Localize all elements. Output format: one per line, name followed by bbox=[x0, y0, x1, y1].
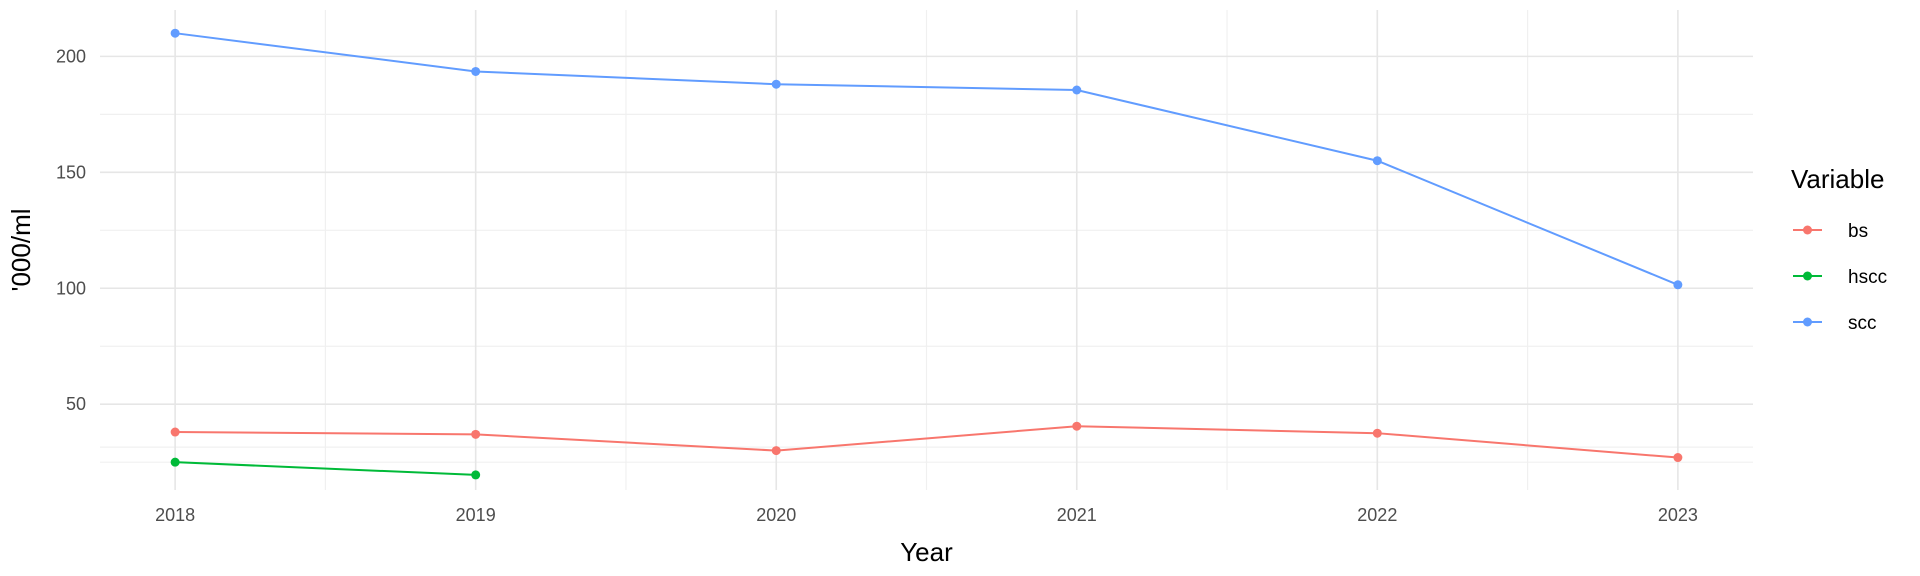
series-hscc bbox=[170, 457, 481, 480]
y-tick-label: 150 bbox=[56, 162, 86, 182]
data-point-hscc bbox=[471, 470, 481, 480]
data-point-bs bbox=[1372, 428, 1382, 438]
major-gridlines bbox=[100, 10, 1753, 490]
data-point-scc bbox=[1072, 85, 1082, 95]
legend-title: Variable bbox=[1791, 164, 1884, 194]
y-axis-title: '000/ml bbox=[6, 208, 36, 291]
y-tick-label: 100 bbox=[56, 278, 86, 298]
series-scc bbox=[170, 28, 1683, 290]
data-point-bs bbox=[170, 427, 180, 437]
data-point-bs bbox=[1072, 421, 1082, 431]
data-point-scc bbox=[471, 66, 481, 76]
data-point-bs bbox=[471, 429, 481, 439]
legend: Variable bs hscc scc bbox=[1791, 164, 1887, 334]
x-axis-title: Year bbox=[900, 537, 953, 567]
legend-label-scc: scc bbox=[1848, 313, 1877, 334]
series-line-bs bbox=[175, 425, 1678, 459]
x-tick-label: 2022 bbox=[1357, 505, 1397, 525]
data-point-scc bbox=[1673, 280, 1683, 290]
data-point-hscc bbox=[170, 457, 180, 467]
x-tick-label: 2019 bbox=[456, 505, 496, 525]
x-tick-label: 2018 bbox=[155, 505, 195, 525]
series-bs bbox=[170, 421, 1683, 463]
x-axis-ticks: 2018 2019 2020 2021 2022 2023 bbox=[155, 505, 1698, 525]
data-point-bs bbox=[1673, 453, 1683, 463]
legend-key-scc bbox=[1793, 317, 1822, 327]
legend-label-hscc: hscc bbox=[1848, 267, 1887, 288]
y-axis-ticks: 50 100 150 200 bbox=[56, 46, 86, 414]
legend-key-bs bbox=[1793, 225, 1822, 235]
legend-label-bs: bs bbox=[1848, 221, 1868, 242]
x-tick-label: 2020 bbox=[756, 505, 796, 525]
data-point-bs bbox=[771, 446, 781, 456]
data-point-scc bbox=[170, 28, 180, 38]
legend-key-hscc bbox=[1793, 271, 1822, 281]
y-tick-label: 200 bbox=[56, 46, 86, 66]
data-point-scc bbox=[1372, 156, 1382, 166]
y-tick-label: 50 bbox=[66, 394, 86, 414]
x-tick-label: 2023 bbox=[1658, 505, 1698, 525]
series-layer bbox=[170, 28, 1683, 480]
x-tick-label: 2021 bbox=[1057, 505, 1097, 525]
data-point-scc bbox=[771, 79, 781, 89]
minor-gridlines bbox=[100, 10, 1753, 490]
series-line-scc bbox=[175, 32, 1679, 286]
series-line-hscc bbox=[175, 461, 476, 476]
